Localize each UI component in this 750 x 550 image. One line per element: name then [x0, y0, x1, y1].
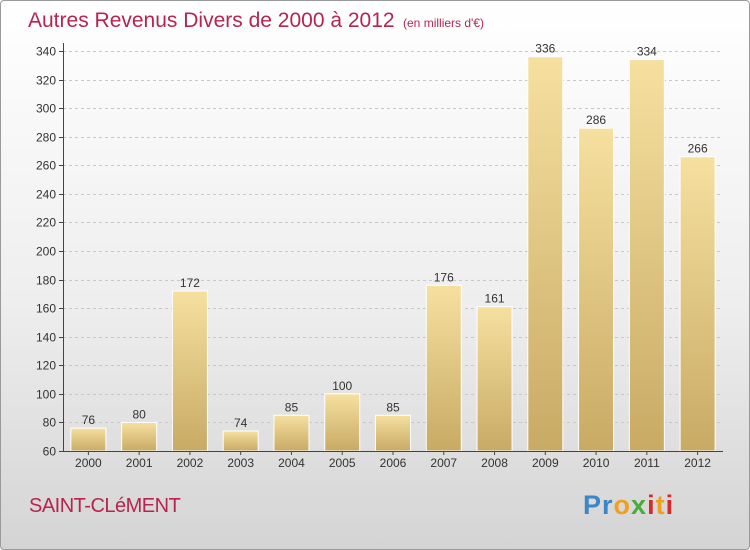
bar-2012 — [679, 156, 716, 452]
brand-letter: o — [613, 490, 632, 520]
y-tick-label: 100 — [36, 388, 56, 402]
brand-letter: i — [647, 490, 656, 520]
y-tick-label: 200 — [36, 245, 56, 259]
bar-2005 — [324, 393, 361, 452]
bar-2004 — [273, 414, 310, 452]
y-tick-label: 80 — [43, 416, 57, 430]
bar-2010 — [578, 127, 615, 452]
y-tick-label: 160 — [36, 302, 56, 316]
bar-2003 — [222, 430, 259, 452]
brand-logo: Proxiti — [583, 490, 674, 521]
data-label-2004: 85 — [285, 400, 299, 414]
brand-letter: x — [631, 490, 648, 520]
y-tick-label: 60 — [43, 445, 57, 459]
bar-2009 — [527, 56, 564, 452]
data-label-2003: 74 — [234, 416, 248, 430]
x-tick-label-2008: 2008 — [481, 456, 508, 470]
y-tick-label: 320 — [36, 74, 56, 88]
chart-subtitle: (en milliers d'€) — [403, 16, 484, 30]
x-tick-label-2000: 2000 — [75, 456, 102, 470]
bars-layer: 76 80 172 74 85 100 85 176 161 336 286 334 266 — [70, 42, 716, 452]
x-tick-label-2006: 2006 — [380, 456, 407, 470]
y-tick-label: 220 — [36, 216, 56, 230]
y-tick-label: 300 — [36, 102, 56, 116]
data-label-2006: 85 — [386, 400, 400, 414]
y-tick-label: 340 — [36, 45, 56, 59]
brand-letter: i — [665, 490, 675, 520]
brand-letter: r — [602, 490, 614, 520]
x-tick-label-2004: 2004 — [278, 456, 305, 470]
data-label-2001: 80 — [132, 407, 146, 421]
y-tick-label: 240 — [36, 188, 56, 202]
data-label-2008: 161 — [485, 292, 505, 306]
data-label-2007: 176 — [434, 270, 454, 284]
y-tick-label: 260 — [36, 159, 56, 173]
x-tick-label-2001: 2001 — [126, 456, 153, 470]
bar-2006 — [375, 414, 411, 452]
grid-layer — [63, 51, 723, 423]
brand-letter: P — [583, 490, 603, 520]
data-label-2011: 334 — [637, 45, 657, 59]
commune-label: SAINT-CLéMENT — [29, 495, 181, 517]
data-label-2012: 266 — [688, 142, 708, 156]
x-tick-label-2002: 2002 — [177, 456, 204, 470]
y-tick-label: 280 — [36, 131, 56, 145]
axis-layer: 60 80 100 120 140 160 180 200 220 240 260 280 300 320… — [36, 43, 723, 470]
x-tick-label-2003: 2003 — [227, 456, 254, 470]
brand-letter: t — [655, 490, 666, 520]
bar-2007 — [425, 284, 462, 452]
data-label-2000: 76 — [82, 413, 96, 427]
data-label-2010: 286 — [586, 113, 606, 127]
x-tick-label-2009: 2009 — [532, 456, 559, 470]
x-tick-label-2011: 2011 — [634, 456, 660, 470]
y-tick-label: 180 — [36, 274, 56, 288]
bar-2000 — [70, 427, 107, 452]
x-tick-label-2010: 2010 — [583, 456, 610, 470]
bar-2008 — [476, 306, 513, 452]
y-tick-label: 120 — [36, 359, 56, 373]
data-label-2002: 172 — [180, 276, 200, 290]
chart-title: Autres Revenus Divers de 2000 à 2012 — [28, 9, 395, 32]
data-label-2009: 336 — [535, 42, 555, 56]
title-row: Autres Revenus Divers de 2000 à 2012 (en… — [28, 9, 484, 33]
bar-2002 — [171, 290, 208, 452]
bar-2001 — [121, 421, 158, 452]
x-tick-label-2007: 2007 — [430, 456, 457, 470]
bar-2011 — [628, 59, 665, 452]
y-tick-label: 140 — [36, 331, 56, 345]
x-tick-label-2005: 2005 — [329, 456, 356, 470]
data-label-2005: 100 — [332, 379, 352, 393]
x-tick-label-2012: 2012 — [684, 456, 711, 470]
